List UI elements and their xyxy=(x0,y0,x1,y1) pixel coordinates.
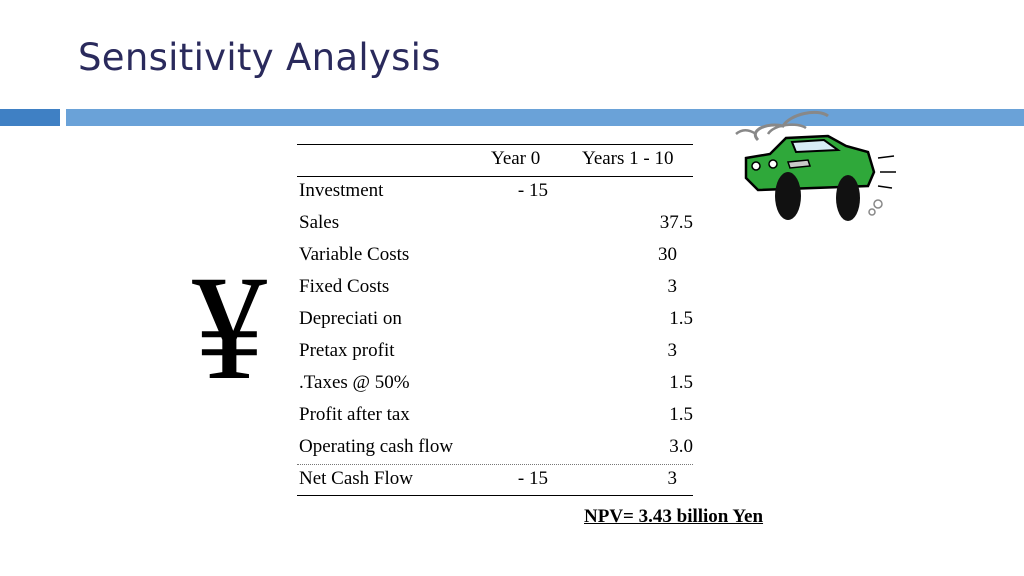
row-years-1-10: 37.5 xyxy=(659,212,693,233)
slide-title: Sensitivity Analysis xyxy=(78,36,441,79)
table-row-total: Net Cash Flow - 15 3 xyxy=(297,464,693,496)
row-label: Sales xyxy=(299,212,340,233)
table-row: .Taxes @ 50% 1.5 xyxy=(297,368,693,400)
yen-icon: ¥ xyxy=(192,245,267,411)
table-row: Operating cash flow 3.0 xyxy=(297,432,693,464)
row-years-1-10: 1.5 xyxy=(669,404,693,425)
row-label: .Taxes @ 50% xyxy=(299,372,410,393)
row-years-1-10: 3.0 xyxy=(669,436,693,457)
row-year-0: - 15 xyxy=(517,468,548,489)
npv-result: NPV= 3.43 billion Yen xyxy=(584,506,764,527)
row-years-1-10: 30 xyxy=(658,244,677,265)
car-clipart-icon xyxy=(735,110,896,221)
table-row: Investment - 15 xyxy=(297,176,693,208)
table-row: Fixed Costs 3 xyxy=(297,272,693,304)
row-label: Profit after tax xyxy=(299,404,410,425)
row-years-1-10: 3 xyxy=(667,468,678,489)
table-row: Profit after tax 1.5 xyxy=(297,400,693,432)
table-top-rule xyxy=(297,144,693,145)
row-years-1-10: 3 xyxy=(667,276,678,297)
table-row: Depreciati on 1.5 xyxy=(297,304,693,336)
row-label: Depreciati on xyxy=(299,308,402,329)
row-year-0: - 15 xyxy=(517,180,548,201)
header-years-1-10: Years 1 - 10 xyxy=(582,148,674,169)
row-label: Net Cash Flow xyxy=(299,468,413,489)
header-bar-accent xyxy=(0,109,60,126)
row-years-1-10: 3 xyxy=(667,340,678,361)
row-years-1-10: 1.5 xyxy=(669,372,693,393)
table-header-rule xyxy=(297,176,693,177)
table-bottom-rule xyxy=(297,495,693,496)
row-label: Operating cash flow xyxy=(299,436,454,457)
table-row: Variable Costs 30 xyxy=(297,240,693,272)
header-year-0: Year 0 xyxy=(491,148,541,169)
row-label: Fixed Costs xyxy=(299,276,390,297)
row-label: Pretax profit xyxy=(299,340,395,361)
row-label: Variable Costs xyxy=(299,244,410,265)
table-row: Pretax profit 3 xyxy=(297,336,693,368)
table-row: Sales 37.5 xyxy=(297,208,693,240)
row-label: Investment xyxy=(299,180,384,201)
table-total-rule xyxy=(297,464,693,465)
row-years-1-10: 1.5 xyxy=(669,308,693,329)
